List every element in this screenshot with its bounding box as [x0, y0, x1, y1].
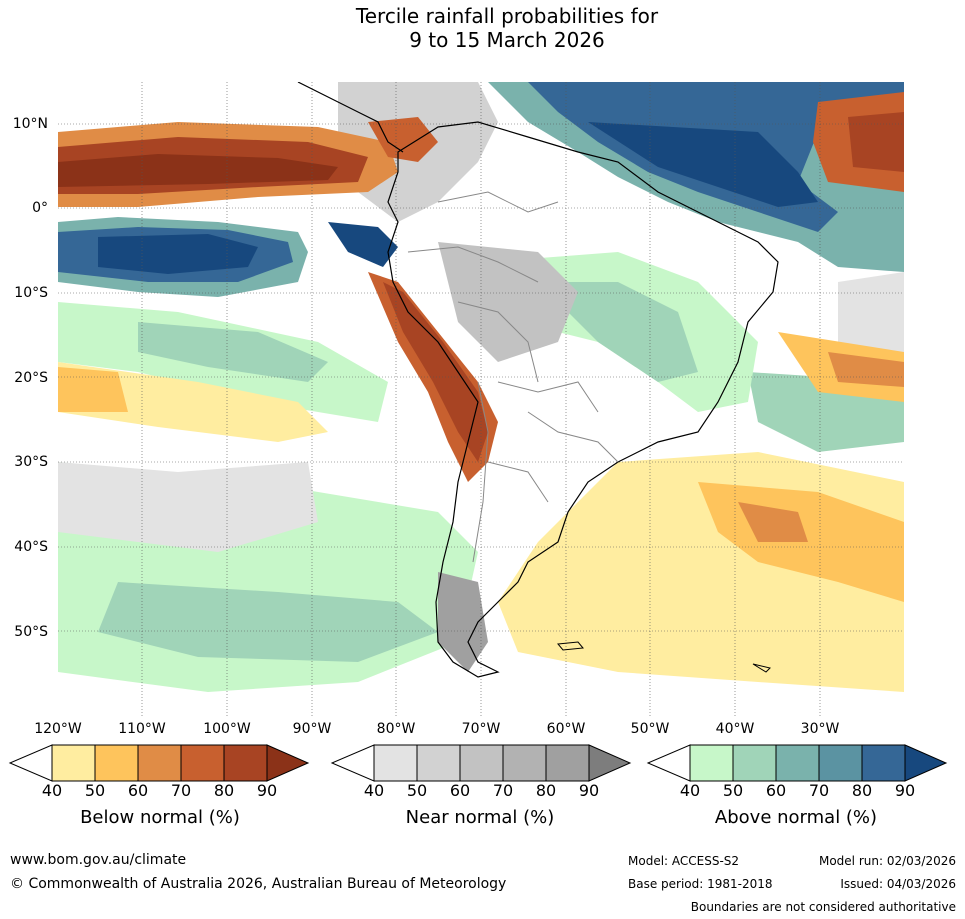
south-georgia — [752, 663, 771, 673]
below-normal-tick-40: 40 — [41, 781, 63, 800]
above-normal-swatch-50-60 — [732, 744, 777, 782]
above-normal-region-equatorial-pacific-max — [98, 234, 258, 274]
near-normal-tick-60: 60 — [449, 781, 471, 800]
lon-label-110w: 110°W — [118, 721, 166, 737]
below-normal-region-pacific-subtropic — [58, 362, 328, 442]
near-normal-region-east-pacific — [58, 462, 318, 552]
below-normal-swatch-60-70 — [137, 744, 182, 782]
lat-label-30s: 30°S — [14, 454, 48, 470]
lat-label-40s: 40°S — [14, 539, 48, 555]
above-normal-colorbar — [646, 744, 948, 782]
near-normal-swatch-70-80 — [502, 744, 547, 782]
below-normal-colorbar — [8, 744, 310, 782]
above-normal-tick-60: 60 — [765, 781, 787, 800]
near-normal-caption: Near normal (%) — [405, 807, 555, 828]
below-normal-region-atlantic-east-core — [828, 352, 904, 387]
lon-label-70w: 70°W — [461, 721, 501, 737]
lon-label-120w: 120°W — [34, 721, 82, 737]
near-normal-upper-arrow — [588, 744, 632, 782]
lon-label-40w: 40°W — [715, 721, 755, 737]
above-normal-tick-50: 50 — [722, 781, 744, 800]
above-normal-tick-80: 80 — [851, 781, 873, 800]
country-borders — [407, 191, 619, 563]
lat-label-50s: 50°S — [14, 624, 48, 640]
below-normal-region-north-atlantic-east-core — [848, 112, 904, 172]
near-normal-tick-90: 90 — [578, 781, 600, 800]
rainfall-probability-map — [58, 82, 904, 716]
near-normal-swatch-60-70 — [459, 744, 504, 782]
above-normal-caption: Above normal (%) — [714, 807, 878, 828]
near-normal-tick-80: 80 — [535, 781, 557, 800]
lon-label-90w: 90°W — [292, 721, 332, 737]
below-normal-tick-90: 90 — [256, 781, 278, 800]
near-normal-tick-40: 40 — [363, 781, 385, 800]
lat-label-0: 0° — [32, 200, 48, 216]
near-normal-tick-70: 70 — [492, 781, 514, 800]
above-normal-swatch-60-70 — [775, 744, 820, 782]
lat-label-10s: 10°S — [14, 285, 48, 301]
below-normal-region-pacific-subtropic-inner — [58, 367, 128, 412]
below-normal-region-central-america — [368, 117, 438, 162]
below-normal-region-equatorial-pacific-max — [58, 154, 338, 187]
near-normal-swatch-40-50 — [373, 744, 418, 782]
lon-label-100w: 100°W — [203, 721, 251, 737]
lon-label-80w: 80°W — [376, 721, 416, 737]
above-normal-upper-arrow — [904, 744, 948, 782]
near-normal-region-south-america — [438, 242, 578, 362]
near-normal-lower-arrow — [330, 744, 375, 782]
bom-climate-link[interactable]: www.bom.gov.au/climate — [10, 852, 187, 868]
above-normal-swatch-80-90 — [861, 744, 906, 782]
lat-label-10n: 10°N — [12, 116, 48, 132]
lon-label-50w: 50°W — [630, 721, 670, 737]
below-normal-swatch-40-50 — [51, 744, 96, 782]
above-normal-tick-40: 40 — [679, 781, 701, 800]
issued-date: Issued: 04/03/2026 — [840, 877, 956, 891]
near-normal-region-patagonia — [438, 572, 488, 672]
above-normal-region-peru-coast — [328, 222, 398, 267]
title-line-2: 9 to 15 March 2026 — [409, 28, 605, 52]
title-line-1: Tercile rainfall probabilities for — [355, 4, 659, 28]
below-normal-tick-50: 50 — [84, 781, 106, 800]
below-normal-tick-80: 80 — [213, 781, 235, 800]
below-normal-swatch-70-80 — [180, 744, 225, 782]
above-normal-region-north-atlantic-max — [588, 122, 818, 207]
below-normal-caption: Below normal (%) — [80, 807, 240, 828]
copyright-notice: © Commonwealth of Australia 2026, Austra… — [10, 876, 507, 892]
below-normal-tick-60: 60 — [127, 781, 149, 800]
below-normal-upper-arrow — [266, 744, 310, 782]
map-title: Tercile rainfall probabilities for 9 to … — [0, 4, 965, 52]
below-normal-swatch-80-90 — [223, 744, 268, 782]
south-america-coastline — [387, 121, 779, 678]
below-normal-lower-arrow — [8, 744, 53, 782]
model-run-date: Model run: 02/03/2026 — [818, 854, 956, 868]
above-normal-region-south-pacific-inner — [98, 582, 438, 662]
below-normal-tick-70: 70 — [170, 781, 192, 800]
near-normal-tick-50: 50 — [406, 781, 428, 800]
above-normal-region-brazil-inner — [538, 282, 698, 382]
lon-label-60w: 60°W — [546, 721, 586, 737]
above-normal-tick-70: 70 — [808, 781, 830, 800]
below-normal-region-south-atlantic-core — [738, 502, 808, 542]
central-america-coastline — [297, 82, 404, 153]
above-normal-region-pacific-mid-inner — [138, 322, 328, 382]
below-normal-region-andes-core — [383, 282, 488, 462]
near-normal-colorbar — [330, 744, 632, 782]
near-normal-swatch-80-90 — [545, 744, 590, 782]
above-normal-lower-arrow — [646, 744, 691, 782]
above-normal-swatch-40-50 — [689, 744, 734, 782]
above-normal-tick-90: 90 — [894, 781, 916, 800]
lon-label-30w: 30°W — [800, 721, 840, 737]
base-period: Base period: 1981-2018 — [628, 877, 773, 891]
lat-label-20s: 20°S — [14, 370, 48, 386]
model-name: Model: ACCESS-S2 — [628, 854, 740, 868]
falkland-islands — [557, 641, 584, 651]
near-normal-region-atlantic-east — [838, 272, 904, 362]
near-normal-swatch-50-60 — [416, 744, 461, 782]
graticule — [58, 82, 904, 716]
below-normal-swatch-50-60 — [94, 744, 139, 782]
boundaries-disclaimer: Boundaries are not considered authoritat… — [690, 900, 956, 914]
above-normal-swatch-70-80 — [818, 744, 863, 782]
